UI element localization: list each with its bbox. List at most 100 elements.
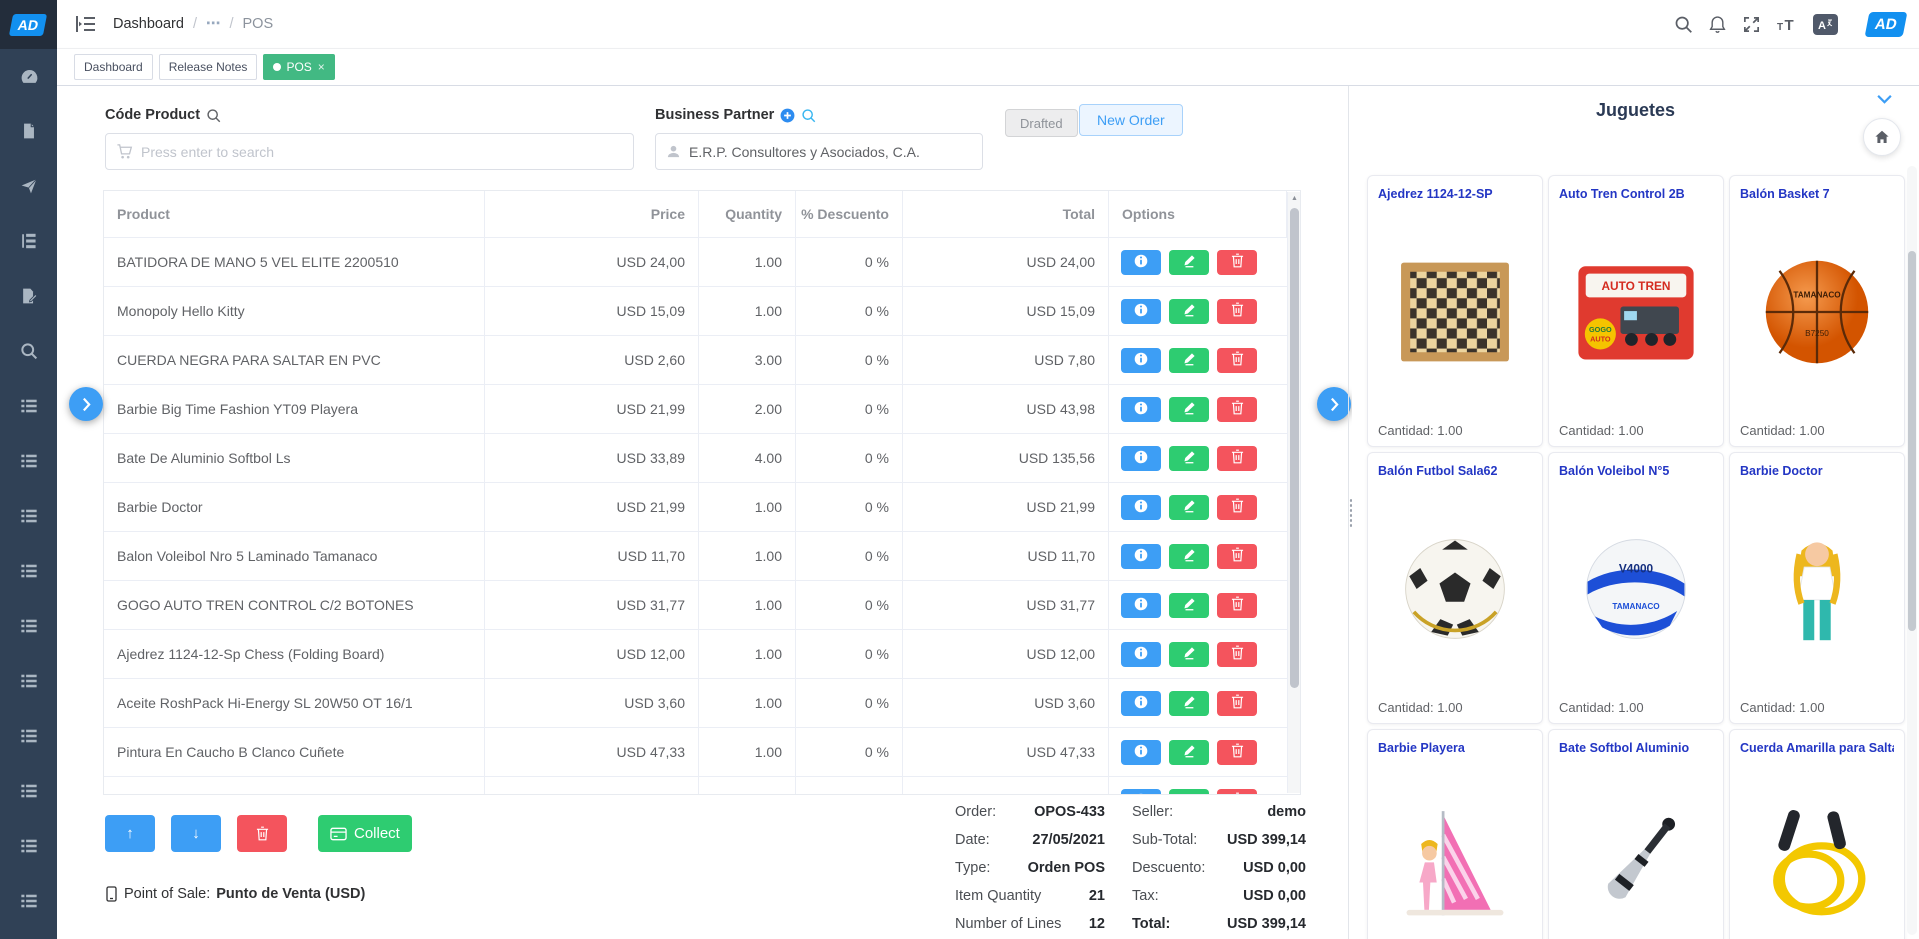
row-delete-button[interactable] — [1217, 641, 1257, 667]
row-edit-button[interactable] — [1169, 445, 1209, 471]
collapse-panel-icon[interactable] — [1876, 92, 1893, 110]
catalog-card[interactable]: Balón Basket 7 TAMANACO B7250 Cantidad: 1.0… — [1729, 175, 1905, 447]
row-edit-button[interactable] — [1169, 396, 1209, 422]
collect-payment-button[interactable]: Collect — [318, 815, 412, 852]
row-info-button[interactable] — [1121, 690, 1161, 716]
breadcrumb-item[interactable]: ⋯ — [205, 16, 221, 32]
row-delete-button[interactable] — [1217, 396, 1257, 422]
row-info-button[interactable] — [1121, 494, 1161, 520]
list-icon[interactable] — [20, 672, 38, 690]
dashboard-icon[interactable] — [20, 67, 38, 85]
row-delete-button[interactable] — [1217, 494, 1257, 520]
list-icon[interactable] — [20, 617, 38, 635]
business-partner-input[interactable] — [689, 143, 972, 160]
catalog-card[interactable]: Bate Softbol AluminioCantidad: 1.00 — [1548, 729, 1724, 939]
row-edit-button[interactable] — [1169, 739, 1209, 765]
delete-line-button[interactable] — [237, 815, 287, 852]
row-info-button[interactable] — [1121, 543, 1161, 569]
prev-page-button[interactable] — [69, 387, 103, 421]
table-row[interactable]: Barbie Doctor USD 21,99 1.00 0 % USD 21,99 — [104, 483, 1300, 532]
catalog-card[interactable]: Barbie PlayeraCantidad: 1.00 — [1367, 729, 1543, 939]
list-icon[interactable] — [20, 782, 38, 800]
send-icon[interactable] — [20, 177, 38, 195]
panel-splitter[interactable] — [1348, 86, 1352, 939]
catalog-scrollbar-thumb[interactable] — [1908, 251, 1916, 631]
row-edit-button[interactable] — [1169, 543, 1209, 569]
catalog-card[interactable]: Ajedrez 1124-12-SP Cantidad: 1.00 — [1367, 175, 1543, 447]
splitter-grip-icon[interactable] — [1349, 497, 1352, 528]
table-row[interactable]: Aceite RoshPack Hi-Energy SL 20W50 OT 16… — [104, 679, 1300, 728]
breadcrumb-item[interactable]: Dashboard — [113, 16, 184, 32]
row-edit-button[interactable] — [1169, 494, 1209, 520]
list-icon[interactable] — [20, 507, 38, 525]
catalog-card[interactable]: Cuerda Amarilla para SaltarCantidad: 1.0… — [1729, 729, 1905, 939]
table-scrollbar[interactable]: ▲ — [1287, 192, 1300, 793]
row-delete-button[interactable] — [1217, 543, 1257, 569]
row-edit-button[interactable] — [1169, 249, 1209, 275]
list-icon[interactable] — [20, 727, 38, 745]
app-logo[interactable]: AD — [0, 0, 57, 49]
row-info-button[interactable] — [1121, 788, 1161, 794]
fullscreen-icon[interactable] — [1742, 15, 1761, 34]
tag-release-notes[interactable]: Release Notes — [158, 54, 258, 80]
table-row[interactable]: Ajedrez 1124-12-Sp Chess (Folding Board)… — [104, 630, 1300, 679]
table-row[interactable]: GOGO AUTO TREN CONTROL C/2 BOTONES USD 31… — [104, 581, 1300, 630]
table-row[interactable]: BATIDORA DE MANO 5 VEL ELITE 2200510 USD … — [104, 238, 1300, 287]
row-delete-button[interactable] — [1217, 592, 1257, 618]
row-info-button[interactable] — [1121, 739, 1161, 765]
tag-pos[interactable]: POS × — [263, 54, 335, 80]
table-scrollbar-thumb[interactable] — [1290, 208, 1299, 688]
row-info-button[interactable] — [1121, 445, 1161, 471]
row-edit-button[interactable] — [1169, 298, 1209, 324]
row-edit-button[interactable] — [1169, 592, 1209, 618]
row-edit-button[interactable] — [1169, 690, 1209, 716]
document-edit-icon[interactable] — [20, 287, 38, 305]
row-delete-button[interactable] — [1217, 739, 1257, 765]
product-search-input[interactable] — [141, 143, 623, 160]
search-icon[interactable] — [20, 342, 38, 360]
list-icon[interactable] — [20, 452, 38, 470]
catalog-card[interactable]: Auto Tren Control 2B AUTO TREN GOGO AUTO Can… — [1548, 175, 1724, 447]
row-info-button[interactable] — [1121, 396, 1161, 422]
catalog-home-button[interactable] — [1863, 118, 1901, 156]
row-edit-button[interactable] — [1169, 788, 1209, 794]
search-icon[interactable] — [1674, 15, 1693, 34]
row-edit-button[interactable] — [1169, 641, 1209, 667]
table-row[interactable]: CUERDA NEGRA PARA SALTAR EN PVC USD 2,60 3… — [104, 336, 1300, 385]
new-order-button[interactable]: New Order — [1079, 104, 1183, 136]
catalog-card[interactable]: Balón Voleibol N°5 V4000 TAMANACO Cantidad:… — [1548, 452, 1724, 724]
row-delete-button[interactable] — [1217, 298, 1257, 324]
document-icon[interactable] — [20, 122, 38, 140]
table-row[interactable]: Monopoly Hello Kitty USD 15,09 1.00 0 % USD … — [104, 287, 1300, 336]
catalog-scrollbar[interactable] — [1907, 166, 1917, 935]
row-info-button[interactable] — [1121, 592, 1161, 618]
table-row[interactable]: Pintura En Caucho B Clanco Cuñete USD 47,… — [104, 728, 1300, 777]
move-line-down-button[interactable]: ↓ — [171, 815, 221, 852]
user-avatar[interactable]: AD — [1864, 11, 1908, 37]
bell-icon[interactable] — [1708, 15, 1727, 34]
translate-icon[interactable]: A — [1813, 13, 1839, 35]
scroll-up-arrow[interactable]: ▲ — [1291, 195, 1298, 202]
tag-dashboard[interactable]: Dashboard — [74, 54, 153, 80]
row-info-button[interactable] — [1121, 347, 1161, 373]
catalog-card[interactable]: Balón Futbol Sala62 Cantidad: 1.00 — [1367, 452, 1543, 724]
row-delete-button[interactable] — [1217, 788, 1257, 794]
tree-icon[interactable] — [20, 232, 38, 250]
partner-search-icon[interactable] — [801, 108, 816, 123]
list-icon[interactable] — [20, 397, 38, 415]
add-partner-icon[interactable] — [780, 108, 795, 123]
catalog-card[interactable]: Barbie Doctor Cantidad: 1.00 — [1729, 452, 1905, 724]
list-icon[interactable] — [20, 892, 38, 910]
hamburger-icon[interactable] — [75, 14, 97, 34]
row-info-button[interactable] — [1121, 249, 1161, 275]
table-row[interactable]: Bate De Aluminio Softbol Ls USD 33,89 4.00… — [104, 434, 1300, 483]
row-info-button[interactable] — [1121, 641, 1161, 667]
row-delete-button[interactable] — [1217, 690, 1257, 716]
table-row[interactable] — [104, 777, 1300, 794]
list-icon[interactable] — [20, 562, 38, 580]
move-line-up-button[interactable]: ↑ — [105, 815, 155, 852]
list-icon[interactable] — [20, 837, 38, 855]
next-page-button[interactable] — [1317, 387, 1351, 421]
row-delete-button[interactable] — [1217, 445, 1257, 471]
